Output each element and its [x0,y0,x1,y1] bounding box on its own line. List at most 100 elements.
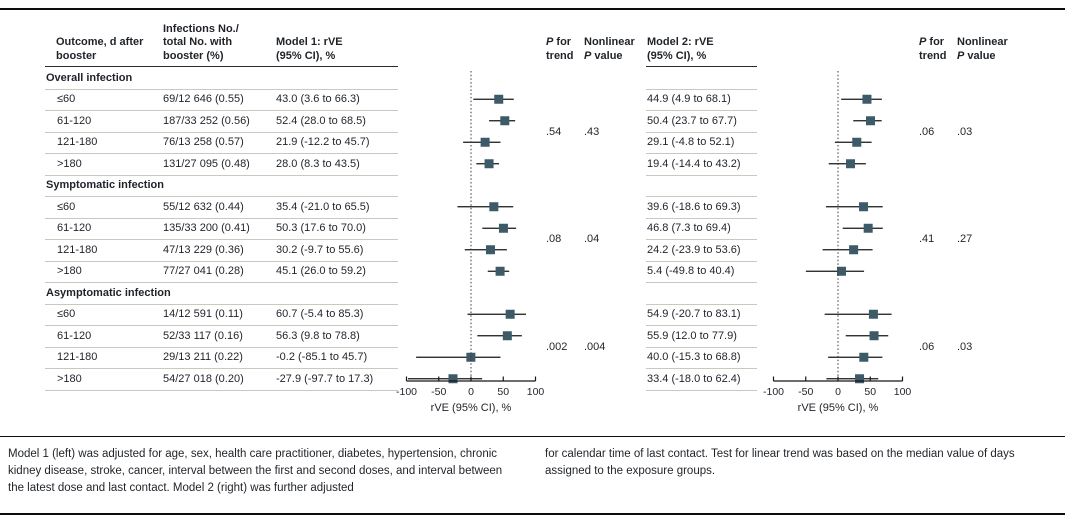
row-separator [646,325,757,326]
row-model1-ci-text: -27.9 (-97.7 to 17.3) [276,372,374,385]
bottom-rule [0,513,1065,515]
header-outcome: Outcome, d after booster [56,36,144,62]
header-p-trend-model1: P for trend [546,36,574,62]
row-model1-ci-text: 30.2 (-9.7 to 55.6) [276,243,364,256]
row-separator [45,303,398,305]
row-outcome: ≤60 [57,93,76,106]
row-separator [646,239,757,240]
row-separator [646,368,757,369]
nonlinear-p-model1-value: .43 [584,125,600,138]
top-rule [0,8,1065,10]
row-separator [45,153,398,154]
row-infections: 135/33 200 (0.41) [163,222,250,235]
row-separator [646,88,757,90]
row-infections: 55/12 632 (0.44) [163,200,244,213]
row-outcome: >180 [57,157,82,170]
row-model2-ci-text: 54.9 (-20.7 to 83.1) [647,308,741,321]
point-estimate-marker [489,202,499,212]
row-separator [45,110,398,111]
point-estimate-marker [868,309,878,319]
row-separator [646,110,757,111]
row-separator [646,282,757,283]
footnote-right: for calendar time of last contact. Test … [545,448,1015,477]
point-estimate-marker [859,352,869,362]
x-axis-title: rVE (95% CI), % [798,402,879,414]
row-model2-ci-text: 44.9 (4.9 to 68.1) [647,93,731,106]
header-nonlinear-p-model2: Nonlinear P value [957,36,1008,62]
row-model1-ci-text: 43.0 (3.6 to 66.3) [276,93,360,106]
forest-plots-canvas: -100 -50 0 50 100 rVE (95% CI), % -100 -50 0 50 10… [396,71,912,414]
row-outcome: 61-120 [57,222,92,235]
row-model2-ci-text: 5.4 (-49.8 to 40.4) [647,265,735,278]
row-separator [646,153,757,154]
row-infections: 187/33 252 (0.56) [163,114,250,127]
row-separator [45,88,398,90]
row-separator [45,389,398,391]
point-estimate-marker [485,245,495,255]
point-estimate-marker [836,266,846,276]
p-trend-model1-value: .54 [546,125,562,138]
header-rule-model2 [646,65,757,67]
point-estimate-marker [505,309,515,319]
row-separator [45,174,398,176]
row-model2-ci-text: 46.8 (7.3 to 69.4) [647,222,731,235]
nonlinear-p-model1-value: .04 [584,233,600,245]
row-model2-ci-text: 24.2 (-23.9 to 53.6) [647,243,741,256]
row-separator [45,239,398,240]
row-model1-ci-text: 52.4 (28.0 to 68.5) [276,114,366,127]
row-outcome: >180 [57,372,82,385]
header-infections: Infections No./ total No. with booster (… [163,22,239,62]
point-estimate-marker [852,137,862,147]
header-p-trend-model2: P for trend [919,36,947,62]
row-infections: 54/27 018 (0.20) [163,372,244,385]
section-label: Asymptomatic infection [46,286,171,299]
nonlinear-p-model2-value: .03 [957,125,973,138]
point-estimate-marker [846,159,856,169]
row-separator [646,346,757,348]
row-model1-ci-text: 45.1 (26.0 to 59.2) [276,265,366,278]
x-axis-tick-label: 0 [468,386,474,398]
x-axis-title: rVE (95% CI), % [431,402,512,414]
row-separator [45,260,398,262]
point-estimate-marker [500,116,510,126]
point-estimate-marker [495,266,505,276]
section-label: Symptomatic infection [46,179,164,192]
footnote-rule [0,436,1065,437]
point-estimate-marker [862,94,872,104]
row-infections: 77/27 041 (0.28) [163,265,244,278]
row-outcome: 121-180 [57,243,98,256]
row-infections: 76/13 258 (0.57) [163,136,244,149]
row-infections: 52/33 117 (0.16) [163,329,243,342]
row-infections: 29/13 211 (0.22) [163,351,243,364]
point-estimate-marker [480,137,490,147]
x-axis-tick-label: -100 [396,386,417,398]
row-model2-ci-text: 29.1 (-4.8 to 52.1) [647,136,735,149]
row-outcome: 61-120 [57,114,92,127]
row-separator [646,260,757,262]
row-model2-ci-text: 55.9 (12.0 to 77.9) [647,329,737,342]
row-model2-ci-text: 39.6 (-18.6 to 69.3) [647,200,741,213]
row-model2-ci-text: 40.0 (-15.3 to 68.8) [647,351,741,364]
row-separator [45,368,398,369]
point-estimate-marker [849,245,859,255]
row-separator [45,217,398,219]
row-separator [646,389,757,391]
point-estimate-marker [859,202,869,212]
point-estimate-marker [448,374,458,384]
row-separator [646,131,757,133]
p-trend-model2-value: .06 [919,340,935,353]
row-model1-ci-text: 60.7 (-5.4 to 85.3) [276,308,364,321]
row-model1-ci-text: 28.0 (8.3 to 43.5) [276,157,360,170]
row-separator [45,282,398,283]
row-model1-ci-text: -0.2 (-85.1 to 45.7) [276,351,368,364]
x-axis-tick-label: 100 [894,386,912,398]
row-outcome: 61-120 [57,329,92,342]
header-nonlinear-p-model1: Nonlinear P value [584,36,635,62]
row-infections: 47/13 229 (0.36) [163,243,244,256]
header-model1-rve: Model 1: rVE (95% CI), % [276,36,343,62]
row-infections: 69/12 646 (0.55) [163,93,244,106]
row-infections: 131/27 095 (0.48) [163,157,250,170]
row-separator [646,217,757,219]
point-estimate-marker [866,116,876,126]
